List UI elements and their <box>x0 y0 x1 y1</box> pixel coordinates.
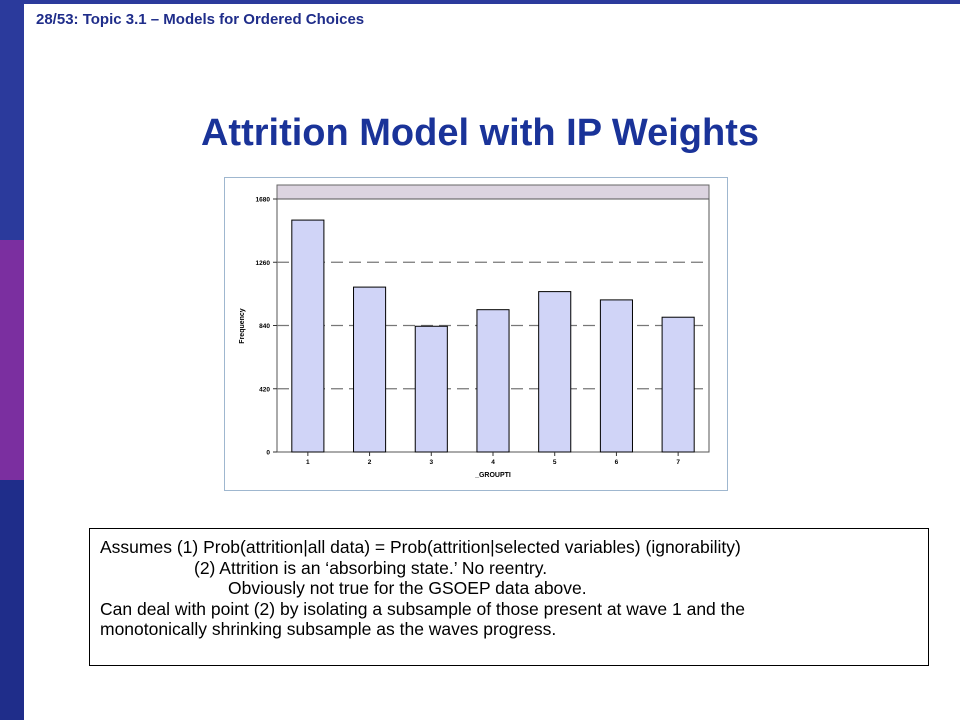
remedy-line-2: monotonically shrinking subsample as the… <box>100 619 557 639</box>
bar-group-6 <box>599 299 633 453</box>
y-tick-label: 420 <box>259 386 270 393</box>
bar-group-7 <box>661 316 695 453</box>
chart-title-band <box>276 184 710 200</box>
assumption-line-1: Assumes (1) Prob(attrition|all data) = P… <box>100 537 741 557</box>
top-rule <box>24 0 960 4</box>
x-tick-label: 1 <box>306 459 310 466</box>
slide-header: 28/53: Topic 3.1 – Models for Ordered Ch… <box>36 11 365 28</box>
y-tick-label: 0 <box>266 450 270 457</box>
x-axis-label: _GROUPTI <box>474 472 511 479</box>
y-tick-label: 1260 <box>256 260 271 267</box>
x-tick-label: 3 <box>429 459 433 466</box>
x-tick-label: 2 <box>368 459 372 466</box>
bar-group-2 <box>353 286 387 453</box>
sidebar-decoration <box>0 0 24 720</box>
bar-group-3 <box>414 325 448 453</box>
frequency-bar-chart: 0 420 840 1260 1680 1 2 3 4 5 6 7 Frequency _GROUP… <box>239 184 710 479</box>
bar-group-5 <box>538 291 572 453</box>
assumption-line-3: Obviously not true for the GSOEP data ab… <box>228 578 587 598</box>
y-tick-label: 840 <box>259 323 270 330</box>
x-tick-label: 4 <box>491 459 495 466</box>
bar-group-1 <box>291 219 325 453</box>
remedy-line-1: Can deal with point (2) by isolating a s… <box>100 598 745 619</box>
x-tick-label: 5 <box>553 459 557 466</box>
chart-frame: 0 420 840 1260 1680 1 2 3 4 5 6 7 Frequency _GROUP… <box>224 177 728 491</box>
sidebar-segment-blue <box>0 0 24 240</box>
sidebar-segment-purple <box>0 240 24 480</box>
bar-group-4 <box>476 309 510 453</box>
assumption-line-2: (2) Attrition is an ‘absorbing state.’ N… <box>194 557 548 578</box>
assumptions-textbox: Assumes (1) Prob(attrition|all data) = P… <box>89 528 929 666</box>
y-axis-label: Frequency <box>239 308 246 344</box>
sidebar-segment-navy <box>0 480 24 720</box>
page-title: Attrition Model with IP Weights <box>200 112 759 154</box>
x-tick-label: 7 <box>676 459 680 466</box>
x-tick-label: 6 <box>615 459 619 466</box>
y-tick-label: 1680 <box>256 197 271 204</box>
